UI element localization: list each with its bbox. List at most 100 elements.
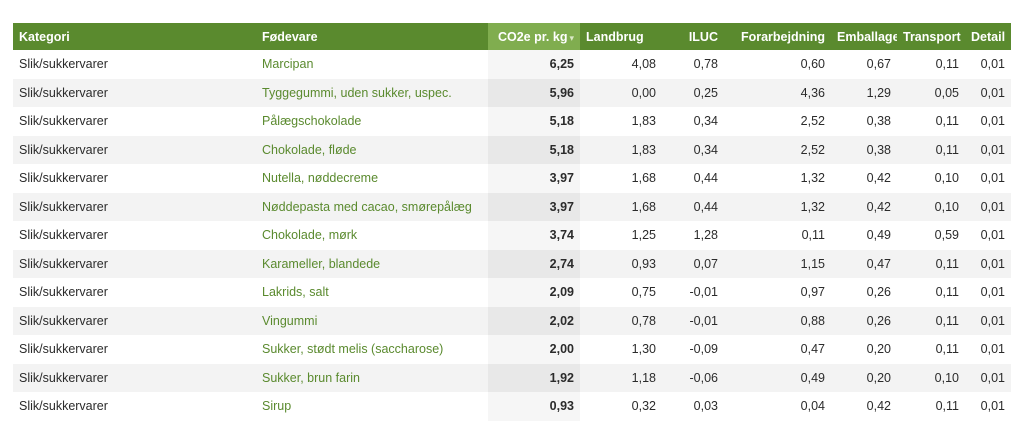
cell-iluc: 0,44 <box>693 171 718 186</box>
cell-forarbejdning: 1,32 <box>800 199 825 214</box>
cell-emballage: 0,38 <box>866 114 891 129</box>
cell-emballage: 0,26 <box>866 285 891 300</box>
table-row: Slik/sukkervarer Nutella, nøddecreme 3,97 1… <box>13 164 1011 193</box>
cell-landbrug: 1,30 <box>631 342 656 357</box>
cell-foedevare[interactable]: Karameller, blandede <box>262 256 381 271</box>
cell-kategori: Slik/sukkervarer <box>19 142 108 157</box>
cell-co2: 6,25 <box>488 50 580 79</box>
sort-descending-icon: ▾ <box>569 32 574 43</box>
table-row: Slik/sukkervarer Sukker, brun farin 1,92 1,… <box>13 363 1011 392</box>
cell-emballage: 0,47 <box>866 256 891 271</box>
cell-transport: 0,10 <box>934 199 959 214</box>
column-header-kategori[interactable]: Kategori <box>19 29 70 44</box>
cell-landbrug: 1,68 <box>631 199 656 214</box>
cell-forarbejdning: 2,52 <box>800 114 825 129</box>
cell-detail: 0,01 <box>980 142 1005 157</box>
cell-landbrug: 1,18 <box>631 370 656 385</box>
column-header-foedevare[interactable]: Fødevare <box>262 29 318 44</box>
cell-iluc: -0,01 <box>689 313 719 328</box>
cell-forarbejdning: 0,49 <box>800 370 825 385</box>
cell-foedevare[interactable]: Chokolade, mørk <box>262 228 358 243</box>
table-row: Slik/sukkervarer Karameller, blandede 2,74… <box>13 249 1011 278</box>
table-body: Slik/sukkervarer Marcipan 6,25 4,08 0,78 0,60… <box>13 50 1011 421</box>
cell-foedevare[interactable]: Vingummi <box>262 313 318 328</box>
cell-foedevare[interactable]: Sukker, stødt melis (saccharose) <box>262 342 444 357</box>
cell-iluc: 0,07 <box>693 256 718 271</box>
column-header-landbrug[interactable]: Landbrug <box>586 29 644 44</box>
cell-forarbejdning: 0,60 <box>800 57 825 72</box>
cell-detail: 0,01 <box>980 256 1005 271</box>
cell-detail: 0,01 <box>980 342 1005 357</box>
data-table-container: Kategori Fødevare CO2e pr. kg ▾ Landbrug … <box>13 23 1011 421</box>
cell-forarbejdning: 0,97 <box>800 285 825 300</box>
cell-co2: 0,93 <box>488 392 580 421</box>
cell-co2: 5,18 <box>488 135 580 164</box>
cell-kategori: Slik/sukkervarer <box>19 228 108 243</box>
column-header-forarbejdning[interactable]: Forarbejdning <box>740 29 825 44</box>
cell-landbrug: 0,75 <box>631 285 656 300</box>
cell-detail: 0,01 <box>980 370 1005 385</box>
cell-forarbejdning: 1,32 <box>800 171 825 186</box>
cell-kategori: Slik/sukkervarer <box>19 370 108 385</box>
cell-transport: 0,10 <box>934 370 959 385</box>
cell-emballage: 0,38 <box>866 142 891 157</box>
cell-foedevare[interactable]: Nutella, nøddecreme <box>262 171 379 186</box>
cell-co2: 5,18 <box>488 107 580 136</box>
cell-iluc: 0,34 <box>693 114 718 129</box>
cell-kategori: Slik/sukkervarer <box>19 313 108 328</box>
cell-transport: 0,11 <box>935 399 959 414</box>
column-header-transport[interactable]: Transport <box>903 29 961 44</box>
cell-forarbejdning: 2,52 <box>800 142 825 157</box>
column-header-co2-label: CO2e pr. kg <box>497 29 568 44</box>
cell-kategori: Slik/sukkervarer <box>19 285 108 300</box>
cell-detail: 0,01 <box>980 285 1005 300</box>
cell-kategori: Slik/sukkervarer <box>19 114 108 129</box>
table-row: Slik/sukkervarer Chokolade, fløde 5,18 1,83… <box>13 135 1011 164</box>
cell-transport: 0,11 <box>935 313 959 328</box>
cell-foedevare[interactable]: Pålægschokolade <box>262 114 362 129</box>
cell-kategori: Slik/sukkervarer <box>19 342 108 357</box>
cell-emballage: 0,42 <box>866 199 891 214</box>
cell-transport: 0,11 <box>935 114 959 129</box>
column-header-emballage[interactable]: Emballage <box>837 29 897 44</box>
cell-foedevare[interactable]: Lakrids, salt <box>262 285 329 300</box>
cell-transport: 0,11 <box>935 256 959 271</box>
table-row: Slik/sukkervarer Chokolade, mørk 3,74 1,25 1… <box>13 221 1011 250</box>
cell-transport: 0,05 <box>934 85 959 100</box>
cell-detail: 0,01 <box>980 399 1005 414</box>
cell-detail: 0,01 <box>980 57 1005 72</box>
cell-foedevare[interactable]: Marcipan <box>262 57 314 72</box>
table-row: Slik/sukkervarer Sukker, stødt melis (sac… <box>13 335 1011 364</box>
table-row: Slik/sukkervarer Lakrids, salt 2,09 0,75 -0,… <box>13 278 1011 307</box>
cell-foedevare[interactable]: Tyggegummi, uden sukker, uspec. <box>262 85 452 100</box>
cell-co2: 2,74 <box>488 249 580 278</box>
cell-iluc: 0,44 <box>693 199 718 214</box>
cell-emballage: 1,29 <box>866 85 891 100</box>
table-row: Slik/sukkervarer Sirup 0,93 0,32 0,03 0,04 0,4… <box>13 392 1011 421</box>
cell-landbrug: 0,32 <box>631 399 656 414</box>
column-header-detail[interactable]: Detail <box>971 29 1006 44</box>
table-row: Slik/sukkervarer Marcipan 6,25 4,08 0,78 0,60… <box>13 50 1011 79</box>
cell-foedevare[interactable]: Nøddepasta med cacao, smørepålæg <box>262 199 472 214</box>
column-header-co2[interactable]: CO2e pr. kg ▾ <box>488 23 580 50</box>
cell-foedevare[interactable]: Sukker, brun farin <box>262 370 360 385</box>
cell-detail: 0,01 <box>980 114 1005 129</box>
cell-transport: 0,11 <box>935 142 959 157</box>
cell-transport: 0,11 <box>935 342 959 357</box>
table-row: Slik/sukkervarer Tyggegummi, uden sukker,… <box>13 78 1011 107</box>
cell-detail: 0,01 <box>980 199 1005 214</box>
cell-foedevare[interactable]: Chokolade, fløde <box>262 142 357 157</box>
cell-co2: 3,97 <box>488 164 580 193</box>
cell-transport: 0,11 <box>935 285 959 300</box>
table-row: Slik/sukkervarer Nøddepasta med cacao, sm… <box>13 192 1011 221</box>
cell-forarbejdning: 0,47 <box>800 342 825 357</box>
cell-iluc: 0,03 <box>693 399 718 414</box>
column-header-iluc[interactable]: ILUC <box>688 29 718 44</box>
cell-iluc: -0,01 <box>689 285 719 300</box>
cell-forarbejdning: 4,36 <box>800 85 825 100</box>
cell-foedevare[interactable]: Sirup <box>262 399 292 414</box>
cell-landbrug: 1,83 <box>631 142 656 157</box>
cell-forarbejdning: 0,04 <box>800 399 825 414</box>
cell-detail: 0,01 <box>980 171 1005 186</box>
cell-emballage: 0,42 <box>866 171 891 186</box>
